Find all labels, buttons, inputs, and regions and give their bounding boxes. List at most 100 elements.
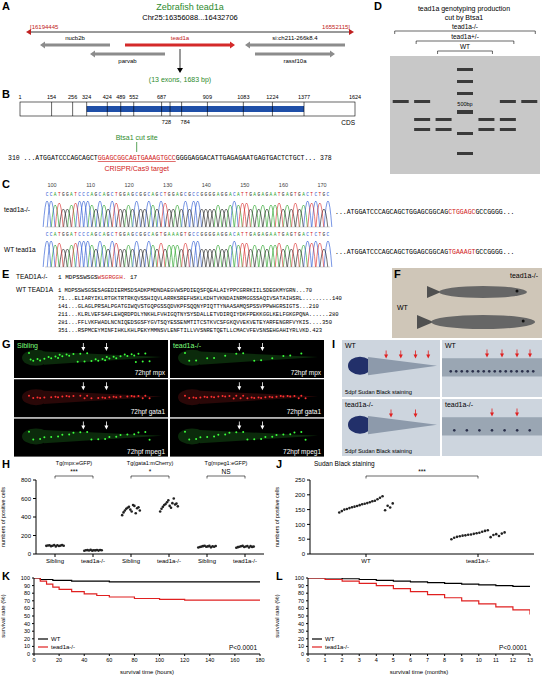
svg-text:71...ELIARYIKLRTGKTRTRKQVSSHIQ: 71...ELIARYIKLRTGKTRTRKQVSSHIQVLARRKSREF… [58,295,342,302]
svg-text:D: D [374,0,382,12]
svg-text:C: C [314,192,317,197]
svg-text:C: C [306,192,309,197]
svg-text:130: 130 [163,182,172,188]
svg-text:0: 0 [302,551,306,557]
svg-text:G: G [249,232,252,237]
svg-text:P<0.0001: P<0.0001 [499,644,527,651]
svg-text:G: G [107,232,110,237]
svg-text:T: T [278,192,281,197]
svg-text:90: 90 [24,583,30,589]
svg-text:C: C [46,192,49,197]
svg-text:G: G [200,192,203,197]
svg-text:C: C [99,192,102,197]
svg-text:0: 0 [301,651,304,657]
svg-text:tead1a-/-: tead1a-/- [51,644,75,650]
svg-text:5: 5 [392,657,395,663]
svg-text:80: 80 [298,590,304,596]
svg-text:G: G [290,232,293,237]
svg-text:1377: 1377 [298,94,310,100]
svg-text:11: 11 [493,657,499,663]
svg-text:A: A [54,192,57,197]
svg-text:1624: 1624 [349,94,361,100]
svg-text:tead1a-/-: tead1a-/- [452,23,478,30]
svg-text:40: 40 [298,621,304,627]
svg-text:survival time (months): survival time (months) [390,669,449,675]
svg-text:G: G [266,232,269,237]
svg-text:G: G [225,232,228,237]
svg-text:numbers of positive cells: numbers of positive cells [0,487,6,547]
svg-text:C: C [78,192,81,197]
svg-text:60: 60 [24,605,30,611]
svg-text:140: 140 [205,657,214,663]
svg-text:30: 30 [298,628,304,634]
svg-text:G: G [213,232,216,237]
svg-text:A: A [286,232,289,237]
svg-text:C: C [196,192,199,197]
svg-text:G: G [298,232,301,237]
svg-text:A: A [286,192,289,197]
svg-text:C: C [192,192,195,197]
svg-text:A: A [217,192,220,197]
svg-text:20: 20 [56,657,62,663]
svg-text:72hpf mpeg1: 72hpf mpeg1 [127,448,165,456]
svg-text:***: *** [418,468,426,475]
svg-text:G: G [66,232,69,237]
svg-text:G: G [95,192,98,197]
svg-text:G: G [156,192,159,197]
svg-text:T: T [58,232,61,237]
svg-text:parvab: parvab [118,58,137,64]
svg-text:survival time (hours): survival time (hours) [120,669,174,675]
svg-text:C: C [82,232,85,237]
svg-text:150: 150 [295,507,306,513]
svg-text:I: I [332,338,335,350]
svg-text:80: 80 [24,590,30,596]
svg-text:A: A [237,192,240,197]
svg-text:T: T [245,192,248,197]
svg-text:170: 170 [317,182,326,188]
svg-text:909: 909 [203,94,212,100]
svg-text:G: G [323,192,326,197]
svg-text:C: C [99,232,102,237]
svg-text:TEAD1A-/-: TEAD1A-/- [16,273,47,280]
svg-text:G: G [62,232,65,237]
svg-text:G: G [323,232,326,237]
svg-text:tead1a: tead1a [171,35,190,41]
svg-text:WT: WT [51,636,61,642]
svg-text:70: 70 [24,598,30,604]
svg-text:Chr25:16356088...16432706: Chr25:16356088...16432706 [142,13,238,22]
svg-text:100: 100 [21,575,30,581]
svg-text:G: G [213,192,216,197]
svg-text:WT: WT [325,636,335,642]
svg-text:A: A [70,232,73,237]
svg-text:13: 13 [527,657,533,663]
svg-text:WT: WT [445,342,457,349]
svg-text:C: C [184,192,187,197]
svg-text:T: T [245,232,248,237]
svg-text:C: C [86,192,89,197]
svg-text:C: C [192,232,195,237]
svg-text:110: 110 [86,182,95,188]
svg-text:250: 250 [295,477,306,483]
svg-text:numbers of positive cells: numbers of positive cells [274,487,280,547]
svg-text:72hpf mpeg1: 72hpf mpeg1 [283,448,321,456]
svg-text:G: G [156,232,159,237]
svg-text:500bp: 500bp [457,101,472,107]
svg-text:7: 7 [426,657,429,663]
svg-text:H: H [2,458,10,470]
svg-text:728: 728 [162,119,171,125]
svg-text:0: 0 [32,657,35,663]
svg-text:72hpf gata1: 72hpf gata1 [131,408,166,416]
svg-text:G: G [119,232,122,237]
svg-text:Tg(mpeg1:eGFP): Tg(mpeg1:eGFP) [205,460,248,466]
svg-text:E: E [2,268,9,280]
svg-text:G: G [62,192,65,197]
svg-text:C: C [327,232,330,237]
svg-text:G: G [209,192,212,197]
svg-text:tead1a-/-: tead1a-/- [157,558,181,564]
svg-text:Zebrafish tead1a: Zebrafish tead1a [156,2,224,12]
svg-text:C: C [233,232,236,237]
svg-text:tead1a-/-: tead1a-/- [345,401,374,408]
svg-text:A: A [103,232,106,237]
svg-text:90: 90 [298,583,304,589]
svg-text:G: G [221,232,224,237]
